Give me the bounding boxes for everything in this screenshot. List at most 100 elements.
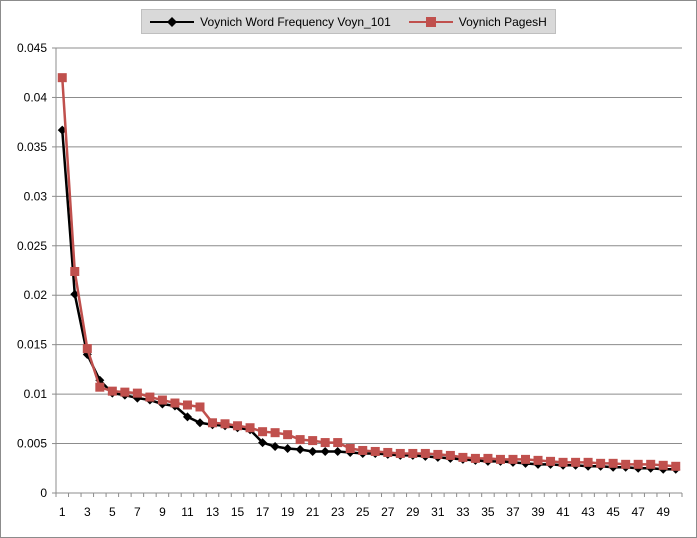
x-tick-label: 49	[657, 505, 671, 519]
data-point	[333, 446, 343, 456]
x-tick-label: 15	[231, 505, 245, 519]
data-point	[345, 444, 355, 453]
x-tick-label: 9	[159, 505, 166, 519]
series-2	[57, 73, 681, 471]
data-point	[320, 446, 330, 456]
x-tick-label: 29	[406, 505, 420, 519]
data-point	[258, 438, 268, 448]
x-tick-label: 45	[606, 505, 620, 519]
data-point	[57, 125, 67, 135]
data-point	[270, 442, 280, 452]
data-point	[671, 461, 681, 471]
data-point	[508, 454, 518, 464]
legend-swatch-diamond-icon	[150, 16, 195, 27]
data-point	[608, 458, 618, 468]
data-point	[495, 454, 505, 464]
y-tick-label: 0.005	[17, 437, 47, 451]
x-tick-label: 47	[632, 505, 646, 519]
data-point	[195, 402, 205, 412]
data-point	[107, 386, 117, 396]
x-tick-label: 7	[134, 505, 141, 519]
legend-label-series-1: Voynich Word Frequency Voyn_101	[200, 14, 391, 29]
x-tick-label: 11	[181, 505, 194, 519]
data-point	[70, 266, 80, 276]
data-point	[470, 453, 480, 463]
data-point	[82, 344, 92, 354]
x-tick-label: 27	[381, 505, 395, 519]
data-point	[458, 452, 468, 462]
x-tick-label: 33	[456, 505, 470, 519]
data-point	[571, 457, 581, 467]
data-point	[283, 430, 293, 440]
x-tick-label: 37	[506, 505, 520, 519]
x-tick-label: 5	[109, 505, 116, 519]
y-tick-label: 0.045	[17, 41, 47, 55]
data-point	[546, 456, 556, 466]
x-tick-label: 31	[431, 505, 445, 519]
y-tick-label: 0.015	[17, 338, 47, 352]
x-tick-label: 23	[331, 505, 345, 519]
x-tick-label: 1	[59, 505, 66, 519]
y-tick-label: 0.03	[24, 189, 48, 203]
series-line	[61, 129, 676, 471]
data-point	[420, 448, 430, 458]
legend: Voynich Word Frequency Voyn_101 Voynich …	[141, 9, 556, 34]
y-tick-labels: 0 0.005 0.01 0.015 0.02 0.025 0.03 0.035 0.04 0.0…	[17, 41, 47, 500]
y-tick-label: 0.04	[24, 90, 48, 104]
data-point	[233, 421, 243, 431]
series	[57, 73, 681, 474]
data-point	[170, 398, 180, 408]
y-tick-label: 0.02	[24, 288, 48, 302]
data-point	[408, 448, 418, 458]
data-point	[258, 427, 268, 437]
data-point	[320, 438, 330, 448]
legend-swatch-square-icon	[408, 16, 453, 27]
data-point	[132, 388, 142, 398]
data-point	[583, 457, 593, 467]
data-point	[295, 435, 305, 445]
legend-item-series-1: Voynich Word Frequency Voyn_101	[150, 15, 391, 29]
x-tick-label: 13	[206, 505, 220, 519]
y-tick-label: 0	[40, 486, 47, 500]
data-point	[308, 436, 318, 446]
x-tick-label: 17	[256, 505, 270, 519]
data-point	[283, 444, 293, 453]
data-point	[433, 449, 443, 459]
y-tick-label: 0.025	[17, 239, 47, 253]
x-tick-labels: 1 3 5 7 9 11 13 15 17 19 21 23 25 27 29 31 33 35 37 39 41 43 4…	[59, 505, 670, 519]
data-point	[195, 418, 205, 428]
x-tick-label: 35	[481, 505, 495, 519]
data-point	[383, 447, 393, 457]
data-point	[220, 419, 230, 429]
y-tick-label: 0.035	[17, 140, 47, 154]
x-tick-label: 21	[306, 505, 320, 519]
data-point	[633, 459, 643, 469]
data-point	[358, 445, 368, 455]
data-point	[295, 444, 305, 454]
x-tick-label: 43	[581, 505, 595, 519]
data-point	[658, 460, 668, 470]
data-point	[208, 418, 217, 428]
legend-label-series-2: Voynich PagesH	[458, 14, 547, 29]
data-point	[483, 453, 493, 463]
data-point	[157, 395, 167, 405]
data-point	[182, 400, 192, 410]
x-tick-label: 25	[356, 505, 370, 519]
data-point	[395, 448, 405, 458]
data-point	[120, 387, 130, 397]
axes	[52, 47, 683, 497]
data-point	[182, 412, 192, 422]
data-point	[333, 438, 343, 448]
data-point	[308, 446, 318, 456]
data-point	[57, 73, 67, 83]
data-point	[558, 457, 568, 467]
data-point	[533, 455, 543, 465]
data-point	[370, 446, 380, 456]
series-1	[57, 125, 681, 474]
data-point	[596, 458, 606, 468]
x-tick-label: 3	[84, 505, 91, 519]
data-point	[145, 392, 155, 402]
data-point	[445, 450, 455, 460]
data-point	[245, 423, 255, 433]
